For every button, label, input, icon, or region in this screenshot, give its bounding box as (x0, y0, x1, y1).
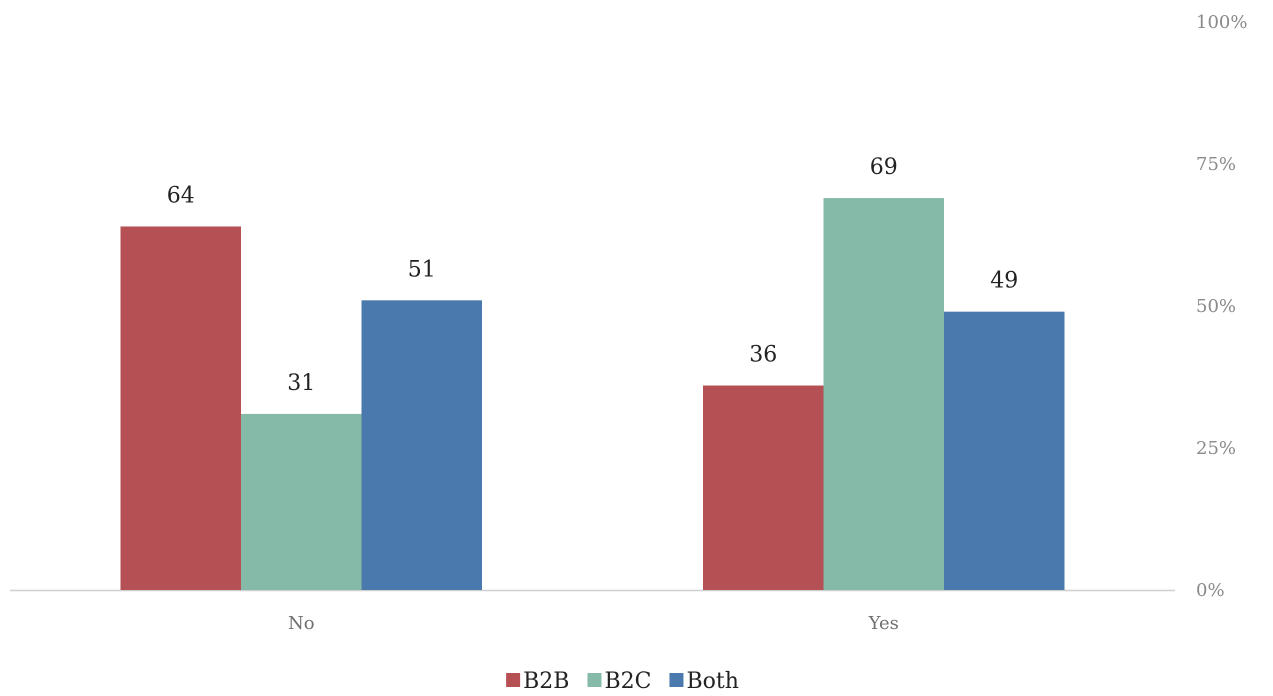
x-tick-label: No (288, 613, 315, 634)
data-label: 31 (287, 371, 315, 396)
data-label: 36 (749, 343, 777, 368)
data-label: 49 (990, 269, 1018, 294)
legend-swatch (587, 673, 602, 687)
y-tick-label: 75% (1196, 154, 1236, 175)
bar (361, 300, 482, 590)
legend-label: B2B (523, 669, 569, 694)
data-label: 69 (870, 155, 898, 180)
bar (944, 311, 1065, 590)
data-label: 51 (408, 257, 436, 282)
bar (241, 413, 362, 590)
y-tick-label: 50% (1196, 296, 1236, 317)
legend-label: Both (686, 669, 738, 694)
legend-swatch (669, 673, 684, 687)
bar (703, 385, 824, 590)
legend-swatch (506, 673, 521, 687)
y-tick-label: 100% (1196, 12, 1247, 33)
y-tick-label: 0% (1196, 580, 1225, 601)
y-tick-label: 25% (1196, 438, 1236, 459)
x-tick-label: Yes (868, 613, 899, 634)
data-label: 64 (167, 183, 195, 208)
bar (823, 198, 944, 590)
bar (120, 226, 241, 591)
legend-label: B2C (604, 669, 651, 694)
